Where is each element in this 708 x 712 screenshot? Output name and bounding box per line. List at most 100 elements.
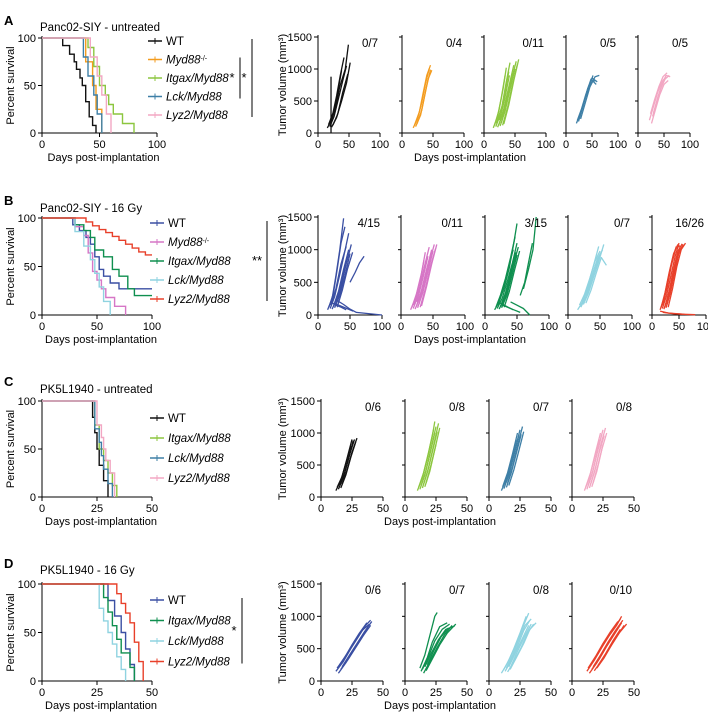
growth-x-tick-label: 25 <box>597 503 609 515</box>
growth-x-tick-label: 50 <box>628 503 640 515</box>
survival-y-tick-label: 100 <box>18 213 36 225</box>
growth-curve <box>577 246 600 311</box>
survival-y-tick-label: 50 <box>24 81 36 93</box>
legend-entry: Lyz2/Myd88 <box>168 473 230 485</box>
growth-response-label: 0/8 <box>449 402 465 414</box>
growth-curve <box>666 246 681 305</box>
growth-x-tick-label: 100 <box>681 139 699 151</box>
growth-x-tick-label: 25 <box>346 687 358 699</box>
survival-x-tick-label: 100 <box>148 139 166 151</box>
growth-y-tick-label: 500 <box>294 277 312 289</box>
legend-entry: Itgax/Myd88 <box>168 256 231 268</box>
growth-y-tick-label: 500 <box>297 644 315 656</box>
growth-curve <box>416 69 432 125</box>
legend-entry: Myd88-/- <box>166 55 208 67</box>
survival-y-tick-label: 50 <box>24 444 36 456</box>
growth-response-label: 0/11 <box>441 218 463 230</box>
growth-curve <box>338 439 356 486</box>
growth-curve <box>510 623 532 666</box>
significance-mark: * <box>241 70 246 85</box>
growth-x-tick-label: 0 <box>318 687 324 699</box>
growth-y-axis-label: Tumor volume (mm³) <box>277 398 289 500</box>
growth-curve <box>667 242 687 308</box>
growth-x-tick-label: 50 <box>586 139 598 151</box>
growth-curve <box>340 625 372 670</box>
growth-curve <box>496 242 518 309</box>
growth-curve <box>498 65 515 125</box>
growth-response-label: 0/5 <box>600 38 616 50</box>
legend-entry: Lck/Myd88 <box>168 636 224 648</box>
survival-x-tick-label: 25 <box>91 503 103 515</box>
survival-y-tick-label: 0 <box>30 128 36 140</box>
growth-x-axis-label: Days post-implantation <box>414 334 526 346</box>
survival-x-tick-label: 100 <box>143 321 161 333</box>
growth-curve <box>502 246 519 305</box>
growth-curve <box>493 67 507 126</box>
growth-curve <box>505 618 532 669</box>
survival-curve-Lyz2-Myd88 <box>42 217 152 256</box>
growth-response-label: 0/6 <box>365 585 381 597</box>
growth-response-label: 0/7 <box>362 38 378 50</box>
growth-x-tick-label: 0 <box>402 503 408 515</box>
growth-y-tick-label: 0 <box>309 492 315 504</box>
survival-x-axis-label: Days post-implantation <box>48 152 160 164</box>
growth-curve <box>596 623 628 669</box>
growth-curve <box>499 252 517 307</box>
growth-y-tick-label: 1500 <box>288 32 312 44</box>
growth-x-axis-label: Days post-implantation <box>414 152 526 164</box>
panel-label-A: A <box>4 13 14 28</box>
growth-x-tick-label: 0 <box>315 321 321 333</box>
growth-x-tick-label: 0 <box>402 687 408 699</box>
growth-curve <box>592 444 604 484</box>
significance-mark: * <box>229 70 234 85</box>
growth-curve <box>650 80 669 124</box>
growth-x-tick-label: 100 <box>697 321 708 333</box>
growth-x-tick-label: 100 <box>456 321 474 333</box>
legend-entry: Lck/Myd88 <box>168 453 224 465</box>
growth-x-tick-label: 0 <box>563 139 569 151</box>
survival-x-tick-label: 0 <box>39 139 45 151</box>
survival-y-tick-label: 0 <box>30 492 36 504</box>
growth-curve <box>662 245 681 306</box>
survival-x-axis-label: Days post-implantation <box>45 700 157 712</box>
survival-curve-WT <box>42 400 109 497</box>
survival-x-tick-label: 25 <box>91 687 103 699</box>
growth-curve <box>585 256 607 304</box>
growth-x-axis-label: Days post-implantation <box>384 700 496 712</box>
legend-superscript: -/- <box>201 55 208 62</box>
growth-y-tick-label: 500 <box>297 460 315 472</box>
growth-curve <box>339 623 370 666</box>
growth-x-tick-label: 50 <box>545 687 557 699</box>
growth-curve <box>592 619 624 668</box>
growth-x-tick-label: 50 <box>427 321 439 333</box>
legend-entry: WT <box>168 413 186 425</box>
growth-x-tick-label: 25 <box>430 503 442 515</box>
survival-y-tick-label: 0 <box>30 676 36 688</box>
growth-curve <box>426 627 449 666</box>
growth-curve <box>587 429 604 486</box>
growth-y-tick-label: 1000 <box>288 64 312 76</box>
panel-label-B: B <box>4 193 13 208</box>
growth-response-label: 0/4 <box>446 38 463 50</box>
growth-curve <box>341 621 373 668</box>
growth-curve <box>413 64 432 126</box>
growth-x-tick-label: 0 <box>569 687 575 699</box>
legend-entry: WT <box>166 36 184 48</box>
growth-curve <box>578 250 601 306</box>
survival-curve-Itgax-Myd88 <box>42 37 135 133</box>
survival-x-tick-label: 50 <box>146 687 158 699</box>
growth-curve <box>495 62 511 124</box>
growth-response-label: 0/10 <box>610 585 632 597</box>
legend-entry: Myd88-/- <box>168 237 210 249</box>
growth-curve <box>497 249 514 306</box>
growth-x-tick-label: 0 <box>481 139 487 151</box>
growth-x-tick-label: 25 <box>597 687 609 699</box>
survival-x-axis-label: Days post-implantation <box>45 516 157 528</box>
survival-curve-Lck-Myd88 <box>42 37 103 133</box>
growth-curve <box>589 427 607 485</box>
growth-x-tick-label: 50 <box>344 321 356 333</box>
growth-curve <box>506 426 524 484</box>
significance-mark: * <box>231 623 236 638</box>
panel-title-B: Panc02-SIY - 16 Gy <box>40 203 142 215</box>
